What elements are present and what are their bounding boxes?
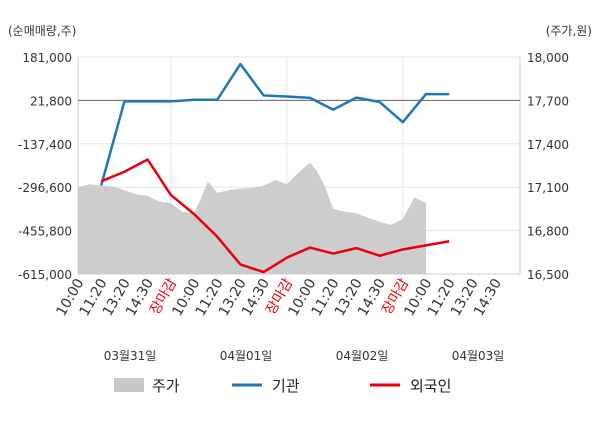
right-axis-ticks: 18,000 17,700 17,400 17,100 16,800 16,500 — [527, 51, 569, 282]
right-axis-title: (주가,원) — [546, 24, 592, 38]
right-tick-label: 16,500 — [527, 268, 569, 282]
x-axis-ticks: 10:0011:2013:2014:30장마감10:0011:2013:2014… — [53, 276, 505, 319]
date-label: 04월02일 — [336, 349, 389, 363]
legend: 주가 기관 외국인 — [114, 377, 451, 395]
right-tick-label: 16,800 — [527, 225, 569, 239]
left-tick-label: -137,400 — [18, 138, 72, 152]
legend-label-foreign: 외국인 — [410, 377, 451, 395]
date-label: 04월01일 — [220, 349, 273, 363]
left-tick-label: -615,000 — [18, 268, 72, 282]
left-axis-ticks: 181,000 21,800 -137,400 -296,600 -455,800 -61… — [18, 51, 72, 282]
right-tick-label: 17,700 — [527, 94, 569, 108]
left-tick-label: 181,000 — [22, 51, 72, 65]
right-tick-label: 18,000 — [527, 51, 569, 65]
date-label: 04월03일 — [452, 349, 505, 363]
price-area-path — [78, 162, 426, 274]
price-area — [78, 162, 426, 274]
right-tick-label: 17,100 — [527, 181, 569, 195]
series-line-institution — [99, 62, 450, 186]
legend-label-price: 주가 — [152, 377, 180, 395]
left-axis-title: (순매매량,주) — [8, 24, 76, 38]
series-lines — [99, 62, 450, 274]
series-line-foreign — [100, 158, 450, 274]
date-labels: 03월31일 04월01일 04월02일 04월03일 — [104, 349, 505, 363]
date-label: 03월31일 — [104, 349, 157, 363]
legend-label-institution: 기관 — [272, 377, 300, 395]
legend-swatch-price — [114, 378, 144, 392]
left-tick-label: 21,800 — [30, 94, 72, 108]
left-tick-label: -455,800 — [18, 225, 72, 239]
right-tick-label: 17,400 — [527, 138, 569, 152]
left-tick-label: -296,600 — [18, 181, 72, 195]
